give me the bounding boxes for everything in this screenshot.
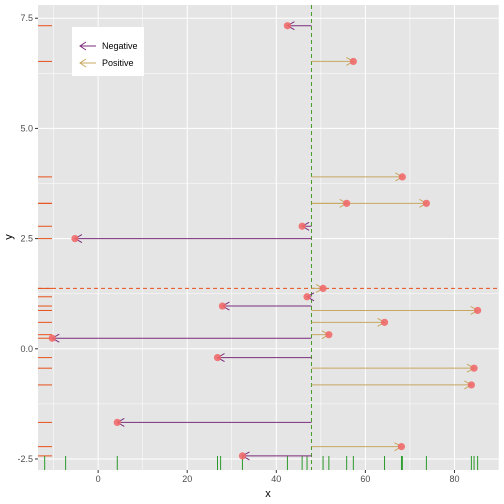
data-point	[238, 452, 247, 460]
data-point	[319, 284, 327, 293]
y-tick-label: 0.0	[20, 344, 33, 354]
reference-lines	[38, 5, 499, 470]
chart-panel	[38, 5, 499, 470]
data-point	[71, 235, 79, 243]
data-point	[474, 306, 482, 315]
rug-x	[44, 456, 479, 470]
y-tick-label: 2.5	[20, 234, 33, 244]
x-axis-title: x	[265, 488, 271, 500]
x-tick-label: 20	[182, 474, 192, 484]
data-point	[349, 57, 357, 66]
legend-box	[72, 27, 144, 76]
data-point	[343, 199, 351, 207]
y-tick-label: -2.5	[17, 454, 33, 464]
data-point	[380, 318, 389, 326]
y-axis-title: y	[3, 234, 15, 240]
legend-arrowhead-negative	[79, 41, 87, 51]
data-point	[113, 418, 121, 426]
data-point	[422, 199, 430, 207]
y-axis-ticks: -2.5 0.0 2.5 5.0 7.5	[17, 13, 38, 464]
data-point	[303, 293, 311, 301]
grid-minor	[38, 5, 500, 470]
legend-item-positive: Positive	[79, 58, 134, 68]
x-tick-label: 40	[271, 474, 281, 484]
y-tick-label: 7.5	[20, 13, 33, 23]
legend-label-negative: Negative	[102, 41, 138, 51]
legend-arrowhead-positive	[79, 58, 87, 68]
legend: Negative Positive	[72, 27, 144, 76]
data-point	[325, 331, 333, 339]
x-axis-ticks: 0 20 40 60 80	[96, 470, 459, 484]
data-point	[48, 334, 56, 342]
data-point	[283, 22, 292, 30]
x-tick-label: 0	[96, 474, 101, 484]
data-point	[398, 173, 406, 181]
data-point	[213, 354, 222, 362]
legend-label-positive: Positive	[102, 58, 134, 68]
legend-item-negative: Negative	[79, 41, 138, 51]
data-point	[470, 364, 478, 372]
x-tick-label: 80	[449, 474, 459, 484]
data-point	[218, 302, 226, 310]
data-points	[48, 22, 482, 460]
data-point	[298, 222, 306, 230]
data-point	[467, 381, 475, 389]
x-tick-label: 60	[360, 474, 370, 484]
data-point	[397, 443, 406, 451]
y-tick-label: 5.0	[20, 123, 33, 133]
